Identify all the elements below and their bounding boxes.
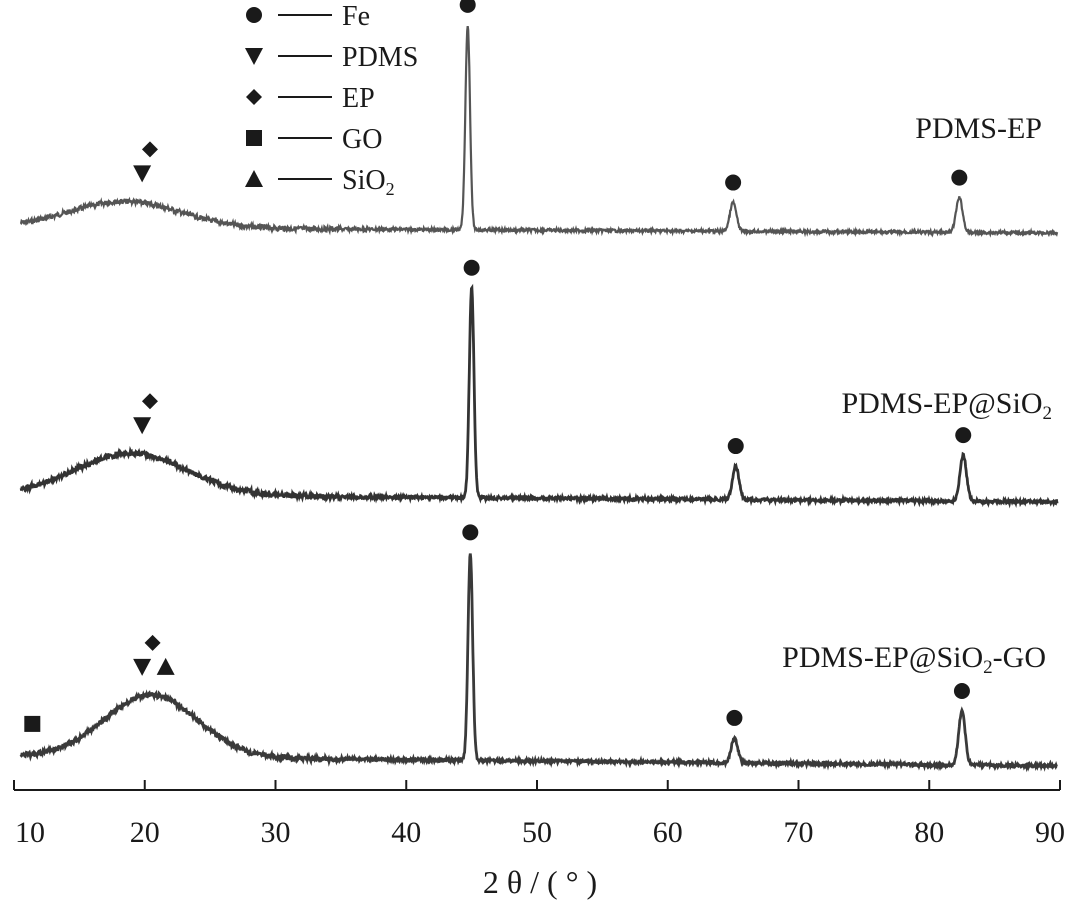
x-tick-label: 60 — [653, 816, 683, 849]
peak-marker-circle — [459, 0, 476, 13]
x-axis-title: 2 θ / ( ° ) — [483, 864, 597, 900]
peak-marker-circle — [727, 438, 744, 455]
peak-marker-circle — [953, 682, 970, 699]
legend-label: GO — [342, 124, 382, 155]
peak-marker-circle — [463, 259, 480, 276]
x-tick-label: 10 — [15, 816, 45, 849]
peak-marker-diamond — [141, 141, 158, 158]
x-tick-label: 20 — [130, 816, 160, 849]
peak-marker-circle — [726, 709, 743, 726]
peak-marker-circle — [725, 174, 742, 191]
peak-markers — [24, 0, 972, 732]
legend-label: EP — [342, 83, 375, 114]
series-label: PDMS-EP@SiO2 — [841, 387, 1052, 424]
x-tick-label: 70 — [784, 816, 814, 849]
peak-marker-diamond — [144, 634, 161, 651]
legend-label: Fe — [342, 1, 370, 32]
peak-marker-triangle-down — [133, 417, 152, 435]
peak-marker-square — [24, 715, 41, 732]
x-tick-label: 90 — [1035, 816, 1065, 849]
legend-symbol-triangle-down — [245, 48, 263, 65]
peak-marker-diamond — [141, 393, 158, 410]
legend-symbol-diamond — [246, 89, 262, 105]
legend-symbol-triangle-up — [245, 170, 263, 187]
x-tick-label: 40 — [391, 816, 421, 849]
legend-symbol-circle — [246, 7, 262, 23]
series-line — [19, 553, 1058, 773]
legend-label: PDMS — [342, 42, 418, 73]
peak-marker-circle — [955, 427, 972, 444]
peak-marker-triangle-down — [133, 658, 152, 676]
legend-label: SiO2 — [342, 165, 395, 199]
peak-marker-triangle-up — [156, 657, 175, 675]
x-tick-label: 50 — [522, 816, 552, 849]
legend-symbol-square — [246, 130, 262, 146]
x-tick-label: 80 — [914, 816, 944, 849]
series-labels: PDMS-EP PDMS-EP@SiO2 PDMS-EP@SiO2-GO — [782, 112, 1052, 678]
series-line — [19, 283, 1059, 509]
x-axis: 10 20 30 40 50 60 70 80 90 — [13, 780, 1065, 849]
series-label: PDMS-EP — [915, 112, 1042, 145]
x-tick-label: 30 — [261, 816, 291, 849]
peak-marker-circle — [951, 169, 968, 186]
legend: Fe PDMS EP GO SiO2 — [245, 1, 418, 199]
series-curves — [19, 25, 1059, 773]
peak-marker-triangle-down — [133, 165, 152, 183]
series-line — [20, 25, 1059, 238]
peak-marker-circle — [462, 524, 479, 541]
series-label: PDMS-EP@SiO2-GO — [782, 641, 1046, 678]
